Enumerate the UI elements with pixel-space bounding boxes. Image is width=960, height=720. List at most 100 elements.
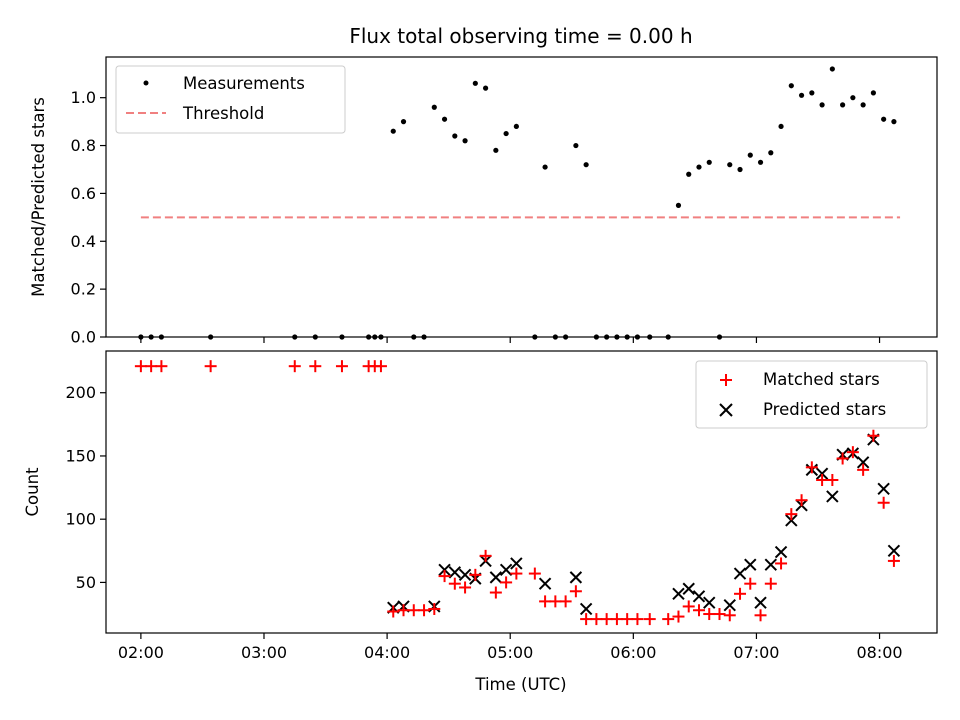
top-y-tick-label: 0.4: [71, 232, 96, 251]
measurement-point: [727, 162, 733, 168]
matched-star-marker: [489, 586, 502, 599]
predicted-star-marker: [703, 596, 716, 609]
predicted-star-marker: [682, 582, 695, 595]
top-y-tick-label: 0.0: [71, 328, 96, 347]
measurement-point: [768, 150, 774, 156]
bottom-y-tick-label: 150: [65, 446, 96, 465]
matched-star-marker: [448, 577, 461, 590]
predicted-star-marker: [877, 482, 890, 496]
chart-title: Flux total observing time = 0.00 h: [349, 24, 692, 48]
bottom-x-tick-label: 08:00: [856, 643, 902, 662]
top-y-axis: 0.0 0.2 0.4 0.6 0.8 1.0: [71, 88, 106, 347]
top-legend: Measurements Threshold: [115, 65, 346, 134]
measurement-point: [400, 119, 407, 125]
measurement-point: [390, 128, 396, 134]
matched-star-marker: [134, 360, 147, 373]
predicted-star-marker: [744, 558, 757, 571]
matched-star-marker: [682, 600, 695, 613]
matched-star-marker: [703, 608, 716, 621]
measurement-point: [503, 130, 509, 137]
predicted-star-marker: [733, 567, 747, 580]
bottom-y-axis-label: Count: [23, 467, 42, 517]
predicted-star-marker: [569, 571, 583, 584]
bottom-x-axis: 02:00 03:00 04:00 05:00 06:00 07:00 08:00: [118, 633, 903, 662]
measurement-point: [482, 85, 489, 91]
matched-star-marker: [428, 602, 441, 615]
measurement-point: [441, 116, 448, 122]
measurement-point: [850, 95, 856, 101]
measurement-point: [819, 102, 825, 108]
matched-star-marker: [528, 567, 541, 580]
top-y-axis-label: Matched/Predicted stars: [29, 97, 48, 297]
matched-star-marker: [643, 613, 656, 626]
measurement-point: [891, 119, 897, 125]
matched-star-marker: [816, 473, 829, 486]
measurement-point: [881, 116, 887, 122]
predicted-star-marker: [458, 568, 472, 582]
top-legend-box: [115, 65, 346, 134]
measurement-point: [513, 123, 519, 130]
measurement-point: [675, 202, 682, 208]
matched-star-marker: [795, 494, 808, 507]
measurement-point: [431, 104, 437, 110]
matched-star-marker: [887, 554, 900, 567]
matched-star-marker: [867, 429, 880, 442]
matched-star-marker: [600, 613, 613, 626]
bottom-y-axis: 50 100 150 200: [65, 383, 106, 592]
predicted-star-marker: [672, 587, 685, 601]
measurement-point: [788, 83, 794, 89]
measurement-point: [747, 152, 753, 158]
bottom-y-tick-label: 100: [65, 510, 96, 529]
predicted-star-marker: [774, 545, 788, 559]
matched-star-marker: [407, 604, 420, 617]
matched-star-marker: [713, 608, 726, 621]
matched-star-marker: [145, 360, 158, 373]
measurement-point: [493, 147, 499, 153]
predicted-star-marker: [489, 571, 503, 584]
matched-star-marker: [846, 446, 859, 459]
predicted-star-marker: [754, 596, 767, 609]
matched-star-marker: [826, 473, 839, 486]
top-y-tick-label: 0.8: [71, 136, 96, 155]
matched-star-marker: [621, 613, 634, 626]
matched-star-marker: [418, 604, 431, 617]
matched-star-marker: [438, 570, 451, 583]
matched-star-marker: [335, 360, 348, 373]
matched-star-marker: [857, 463, 870, 476]
matched-star-marker: [559, 595, 572, 608]
top-x-axis: [140, 337, 881, 343]
predicted-star-marker: [723, 598, 736, 612]
matched-star-marker: [764, 577, 777, 590]
legend-predicted-label: Predicted stars: [763, 400, 886, 419]
predicted-star-marker: [438, 563, 451, 576]
matched-star-marker: [744, 577, 757, 590]
measurement-point: [686, 171, 692, 177]
top-y-tick-label: 1.0: [71, 88, 96, 107]
predicted-star-marker: [826, 490, 839, 503]
bottom-plot-area: [134, 360, 901, 626]
matched-star-marker: [374, 360, 387, 373]
top-axes-frame: [105, 56, 938, 338]
bottom-y-tick-label: 50: [76, 573, 96, 592]
measurement-point: [706, 159, 712, 165]
predicted-star-marker: [815, 467, 829, 480]
matched-star-marker: [387, 605, 400, 618]
matched-star-marker: [754, 609, 767, 622]
matched-star-marker: [877, 496, 890, 509]
matched-star-marker: [775, 557, 788, 570]
predicted-star-marker: [579, 602, 593, 616]
matched-star-marker: [288, 360, 301, 373]
bottom-x-tick-label: 04:00: [364, 643, 410, 662]
bottom-panel: 50 100 150 200 02:00 03:00 04:00 05:00 06:00 07:…: [23, 350, 938, 694]
measurement-point: [870, 90, 876, 96]
predicted-star-marker: [510, 557, 523, 570]
bottom-x-tick-label: 07:00: [733, 643, 779, 662]
top-y-tick-label: 0.2: [71, 280, 96, 299]
measurement-point: [840, 102, 846, 108]
matched-star-marker: [590, 613, 603, 626]
legend-threshold-label: Threshold: [182, 104, 264, 123]
matched-star-marker: [631, 613, 644, 626]
matched-star-marker: [662, 613, 675, 626]
predicted-star-marker: [785, 514, 798, 527]
measurement-point: [583, 162, 589, 168]
